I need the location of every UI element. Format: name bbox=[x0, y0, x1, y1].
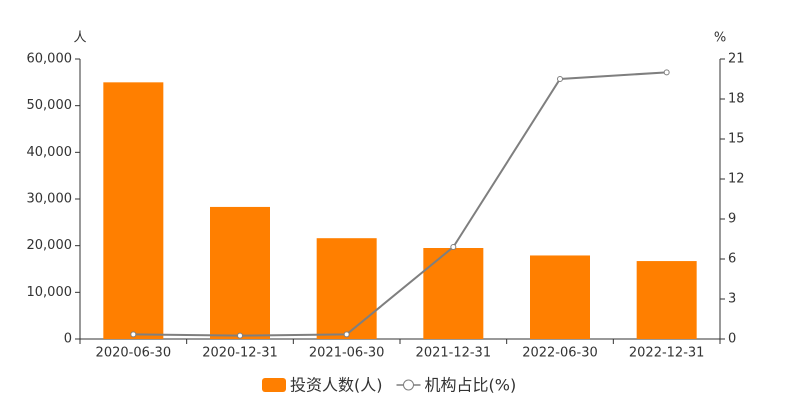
bar bbox=[316, 238, 377, 339]
x-tick-label: 2020-06-30 bbox=[96, 346, 172, 361]
line-point bbox=[237, 332, 243, 339]
line-point bbox=[130, 331, 137, 338]
x-tick-label: 2022-06-30 bbox=[522, 346, 598, 361]
legend-swatch bbox=[403, 379, 414, 391]
y-tick-label: 0 bbox=[64, 332, 72, 347]
line-point bbox=[663, 69, 670, 76]
y2-tick-label: 18 bbox=[728, 92, 745, 107]
y2-tick-label: 3 bbox=[728, 292, 736, 307]
y-tick-label: 50,000 bbox=[27, 98, 73, 113]
y2-tick-label: 6 bbox=[728, 252, 736, 267]
legend-label: 机构占比(%) bbox=[425, 376, 517, 395]
line-point bbox=[557, 76, 563, 82]
line bbox=[133, 71, 667, 337]
x-tick-label: 2022-12-31 bbox=[629, 346, 705, 361]
bar bbox=[636, 261, 697, 339]
y-axis-unit: 人 bbox=[73, 31, 86, 46]
x-tick-label: 2020-12-31 bbox=[202, 346, 278, 361]
x-tick-label: 2021-06-30 bbox=[309, 346, 385, 361]
bar bbox=[210, 206, 270, 339]
bar bbox=[103, 82, 164, 339]
x-tick-label: 2021-12-31 bbox=[416, 346, 492, 361]
legend-label: 投资人数(人) bbox=[290, 376, 383, 395]
line-point bbox=[450, 244, 457, 250]
y2-tick-label: 9 bbox=[728, 212, 736, 227]
y-tick-label: 60,000 bbox=[27, 52, 73, 67]
y-tick-label: 20,000 bbox=[27, 238, 73, 253]
bar bbox=[423, 248, 484, 339]
y2-tick-label: 12 bbox=[728, 172, 745, 187]
line-point bbox=[343, 331, 350, 338]
bar bbox=[530, 255, 590, 339]
y2-tick-label: 0 bbox=[728, 332, 736, 347]
legend-swatch bbox=[262, 378, 286, 392]
y2-axis-unit: % bbox=[714, 31, 726, 46]
y2-tick-label: 15 bbox=[728, 132, 745, 147]
y-tick-label: 40,000 bbox=[27, 145, 73, 160]
y-tick-label: 30,000 bbox=[27, 192, 73, 207]
y2-tick-label: 21 bbox=[728, 52, 745, 67]
y-tick-label: 10,000 bbox=[27, 285, 73, 300]
